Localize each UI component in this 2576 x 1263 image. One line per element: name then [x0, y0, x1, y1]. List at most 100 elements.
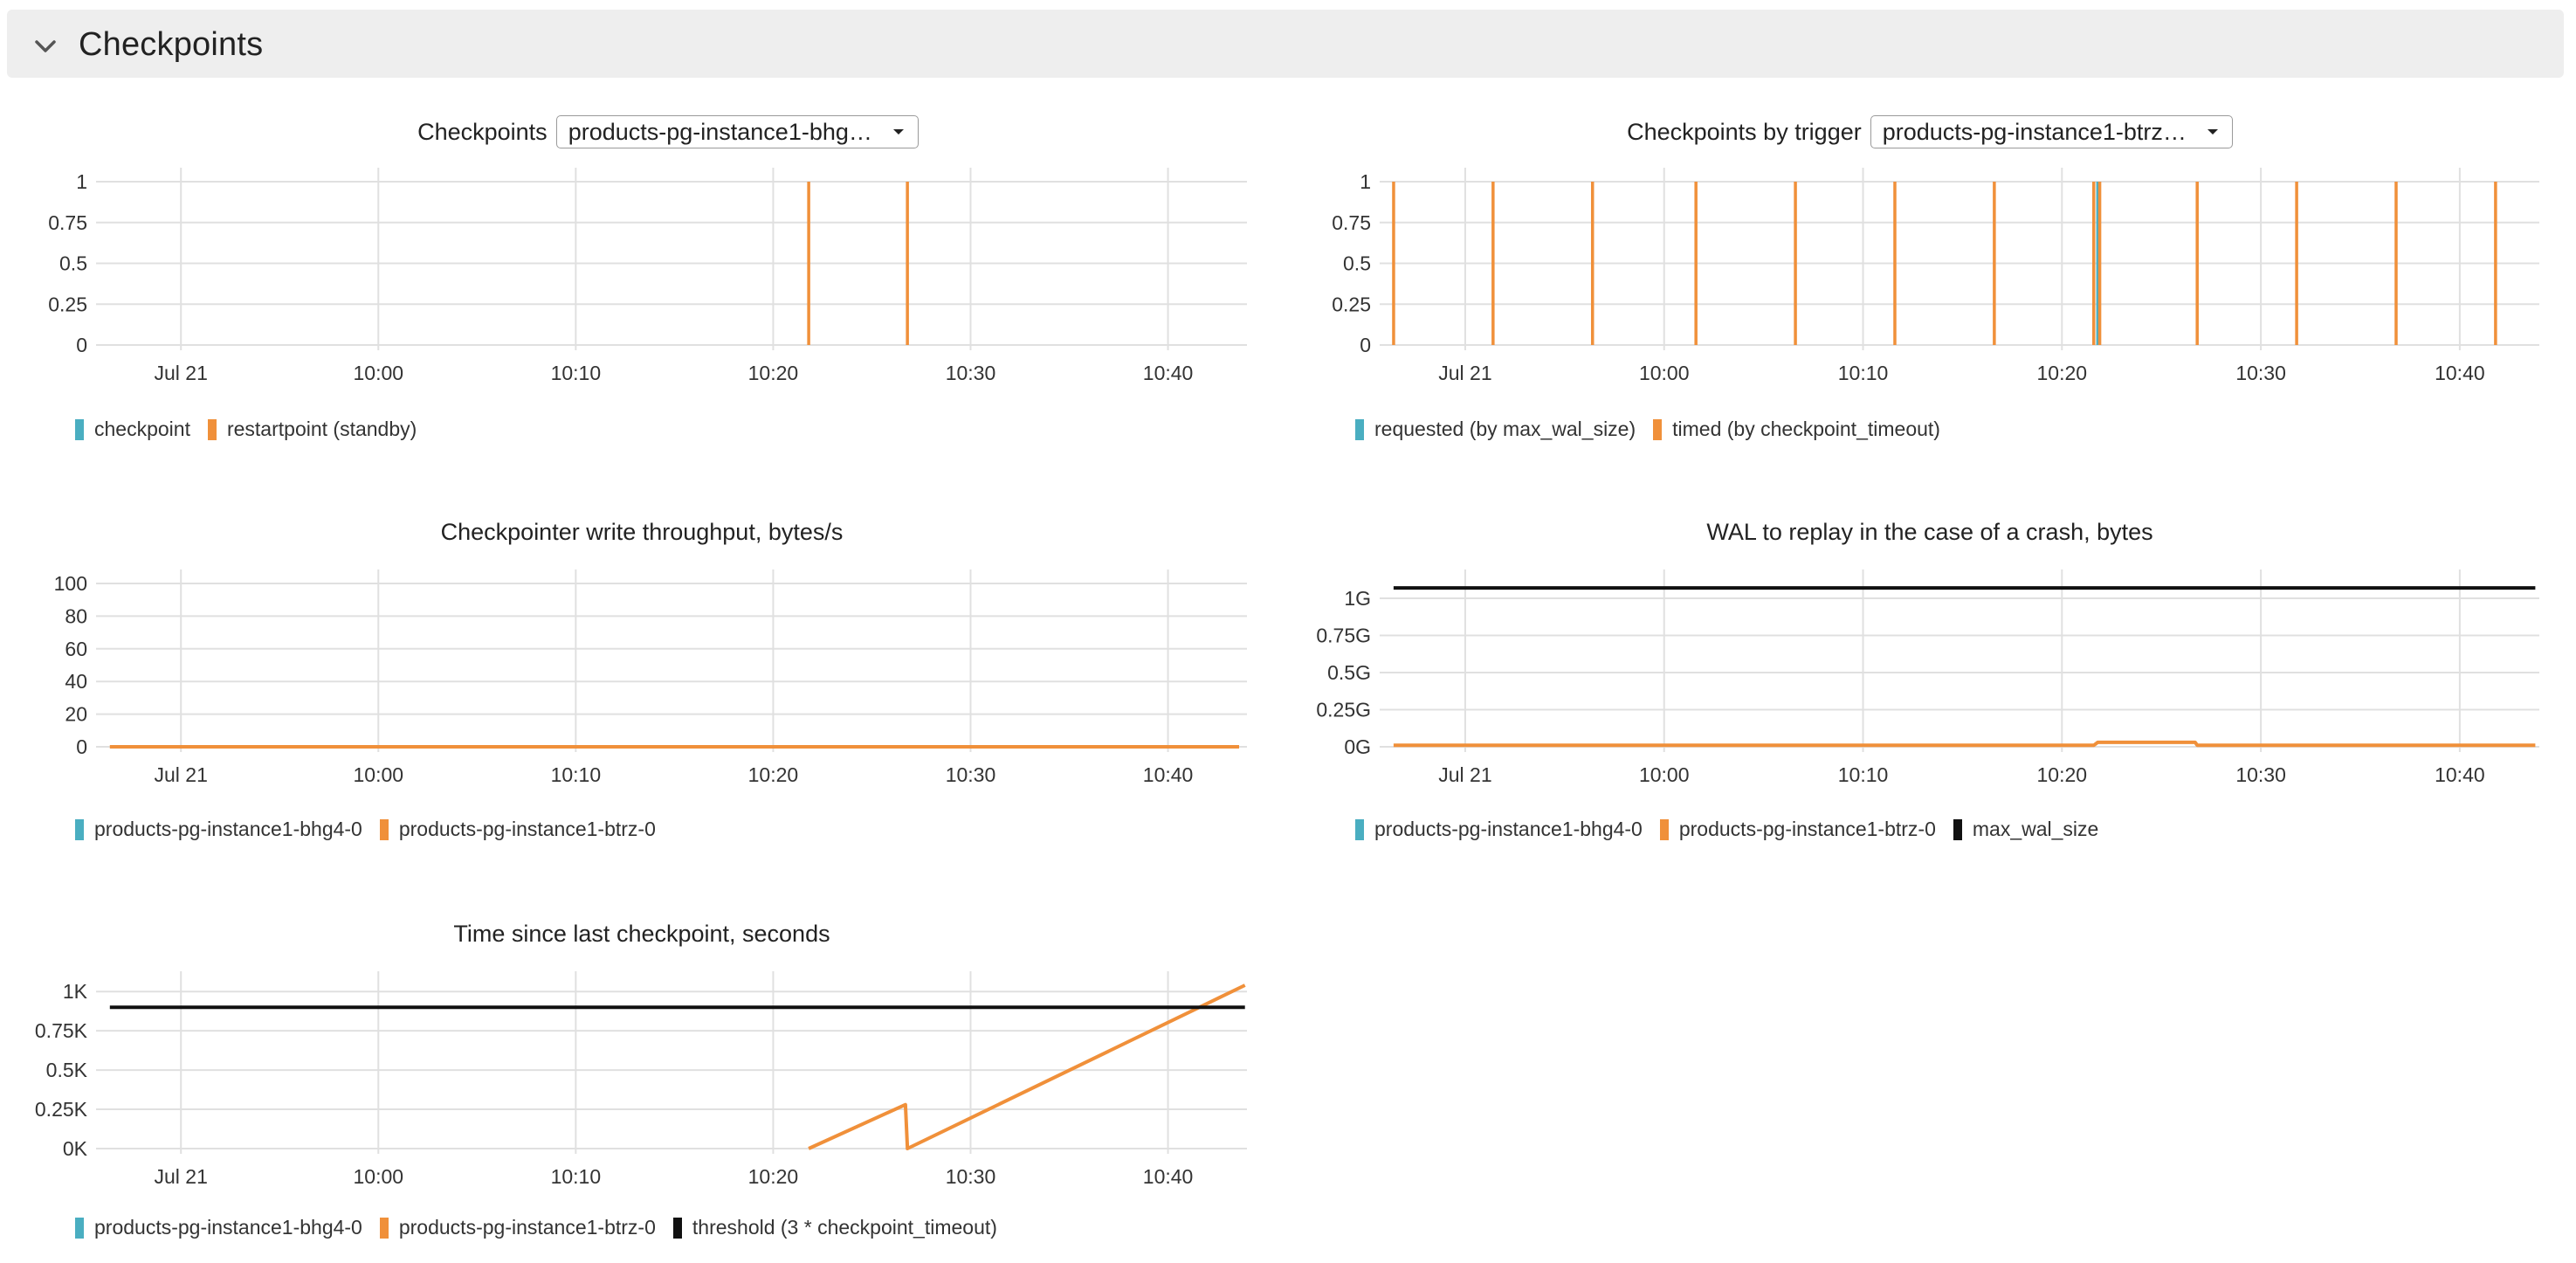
y-tick-label: 0.75	[48, 211, 87, 234]
x-tick-label: 10:30	[946, 362, 996, 384]
legend-item[interactable]: threshold (3 * checkpoint_timeout)	[672, 1216, 997, 1239]
chevron-down-icon[interactable]	[28, 29, 63, 64]
panel-checkpoints-by-trigger: Checkpoints by trigger products-pg-insta…	[1284, 105, 2576, 454]
x-tick-label: 10:20	[2037, 763, 2088, 786]
caret-down-icon	[892, 129, 904, 135]
legend-label: requested (by max_wal_size)	[1374, 418, 1636, 440]
legend-item[interactable]: products-pg-instance1-bhg4-0	[1355, 818, 1643, 841]
legend-swatch	[75, 818, 84, 840]
y-tick-label: 80	[65, 604, 87, 627]
panel-title: Checkpoints	[417, 118, 548, 145]
legend-label: max_wal_size	[1972, 818, 2099, 840]
panel-title: Checkpointer write throughput, bytes/s	[440, 519, 844, 545]
panel-wal-replay: WAL to replay in the case of a crash, by…	[1284, 507, 2576, 856]
legend-item[interactable]: products-pg-instance1-btrz-0	[379, 1216, 656, 1239]
x-tick-label: 10:10	[1838, 362, 1889, 384]
legend-swatch	[379, 1217, 389, 1239]
legend-label: checkpoint	[94, 418, 190, 440]
series-line	[808, 983, 1246, 1150]
y-tick-label: 0.5	[59, 252, 87, 275]
section-header[interactable]: Checkpoints	[7, 10, 2564, 78]
x-tick-label: Jul 21	[155, 763, 208, 786]
y-tick-label: 100	[54, 572, 87, 595]
legend-label: products-pg-instance1-btrz-0	[1678, 818, 1936, 840]
legend-item[interactable]: products-pg-instance1-bhg4-0	[75, 1216, 362, 1239]
y-tick-label: 1	[76, 170, 87, 193]
x-tick-label: 10:10	[1838, 763, 1889, 786]
x-tick-label: 10:30	[2235, 763, 2286, 786]
panel-checkpoints: Checkpoints products-pg-instance1-bhg… 0…	[0, 105, 1284, 454]
y-tick-label: 0	[1360, 334, 1371, 356]
y-tick-label: 1K	[63, 980, 88, 1003]
instance-select-value: products-pg-instance1-bhg…	[568, 119, 872, 145]
legend: requested (by max_wal_size) timed (by che…	[1355, 418, 1940, 441]
x-tick-label: 10:00	[354, 362, 404, 384]
legend-item[interactable]: requested (by max_wal_size)	[1355, 418, 1636, 441]
x-tick-label: 10:10	[551, 763, 602, 786]
legend-item[interactable]: timed (by checkpoint_timeout)	[1653, 418, 1940, 441]
legend-label: timed (by checkpoint_timeout)	[1672, 418, 1940, 440]
instance-select[interactable]: products-pg-instance1-btrz…	[1870, 115, 2233, 148]
y-tick-label: 0	[76, 735, 87, 758]
x-tick-label: Jul 21	[155, 362, 208, 384]
legend-swatch	[1355, 818, 1364, 840]
panel-title: Checkpoints by trigger	[1627, 118, 1862, 145]
legend-swatch	[1355, 418, 1364, 440]
x-tick-label: 10:40	[2435, 362, 2485, 384]
legend-label: products-pg-instance1-bhg4-0	[94, 818, 362, 840]
y-tick-label: 20	[65, 703, 87, 726]
panel-title: Time since last checkpoint, seconds	[453, 921, 830, 947]
x-tick-label: 10:30	[2235, 362, 2286, 384]
panel-time-since-checkpoint: Time since last checkpoint, seconds 0K 0.…	[0, 908, 1284, 1258]
x-tick-label: Jul 21	[155, 1165, 208, 1188]
checkpoints-chart: 0 0.25 0.5 0.75 1 Jul 21 10:00 10:10 10:20 10:30 1…	[48, 168, 1247, 384]
x-tick-label: 10:20	[748, 763, 799, 786]
x-tick-label: 10:00	[354, 763, 404, 786]
y-tick-label: 0.5K	[46, 1059, 88, 1081]
y-tick-label: 1G	[1344, 587, 1371, 610]
legend-swatch	[1659, 818, 1669, 840]
legend: checkpoint restartpoint (standby)	[75, 418, 417, 441]
checkpoints-by-trigger-chart: 0 0.25 0.5 0.75 1 Jul 21 10:00 10:10 10:20 10:30 1…	[1332, 168, 2539, 384]
legend-swatch	[207, 418, 217, 440]
y-tick-label: 0G	[1344, 735, 1371, 758]
x-tick-label: 10:30	[946, 1165, 996, 1188]
legend-item[interactable]: products-pg-instance1-btrz-0	[1659, 818, 1936, 841]
legend-swatch	[379, 818, 389, 840]
caret-down-icon	[2207, 129, 2218, 135]
legend: products-pg-instance1-bhg4-0 products-pg-…	[1355, 818, 2098, 841]
legend-item[interactable]: restartpoint (standby)	[207, 418, 417, 441]
section-title: Checkpoints	[79, 26, 264, 63]
legend: products-pg-instance1-bhg4-0 products-pg-…	[75, 818, 656, 841]
y-tick-label: 0.75K	[35, 1019, 88, 1042]
y-tick-label: 0.25K	[35, 1098, 88, 1121]
legend-swatch	[1653, 418, 1663, 440]
legend-label: threshold (3 * checkpoint_timeout)	[692, 1216, 997, 1239]
x-tick-label: 10:20	[748, 362, 799, 384]
x-tick-label: 10:00	[354, 1165, 404, 1188]
legend-item[interactable]: max_wal_size	[1953, 818, 2098, 841]
x-tick-label: Jul 21	[1438, 362, 1491, 384]
write-throughput-chart: 0 20 40 60 80 100 Jul 21 10:00 10:10 10:20 10:30 10…	[54, 569, 1247, 786]
x-tick-label: 10:40	[1143, 362, 1194, 384]
panel-title: WAL to replay in the case of a crash, by…	[1706, 519, 2153, 545]
x-tick-label: 10:10	[551, 362, 602, 384]
x-tick-label: 10:20	[2037, 362, 2088, 384]
legend-swatch	[672, 1217, 682, 1239]
series-line	[1393, 740, 2536, 748]
y-tick-label: 0	[76, 334, 87, 356]
instance-select[interactable]: products-pg-instance1-bhg…	[555, 115, 919, 148]
x-tick-label: 10:30	[946, 763, 996, 786]
legend-item[interactable]: checkpoint	[75, 418, 190, 441]
y-tick-label: 0.75	[1332, 211, 1371, 234]
legend-item[interactable]: products-pg-instance1-btrz-0	[379, 818, 656, 841]
y-tick-label: 0.5	[1343, 252, 1371, 275]
x-tick-label: 10:10	[551, 1165, 602, 1188]
legend-swatch	[75, 418, 84, 440]
legend-swatch	[75, 1217, 84, 1239]
wal-replay-chart: 0G 0.25G 0.5G 0.75G 1G Jul 21 10:00 10:10 10:20 1…	[1316, 569, 2539, 786]
legend-label: products-pg-instance1-bhg4-0	[94, 1216, 362, 1239]
x-tick-label: 10:40	[1143, 763, 1194, 786]
y-tick-label: 0.75G	[1316, 625, 1371, 647]
legend-item[interactable]: products-pg-instance1-bhg4-0	[75, 818, 362, 841]
